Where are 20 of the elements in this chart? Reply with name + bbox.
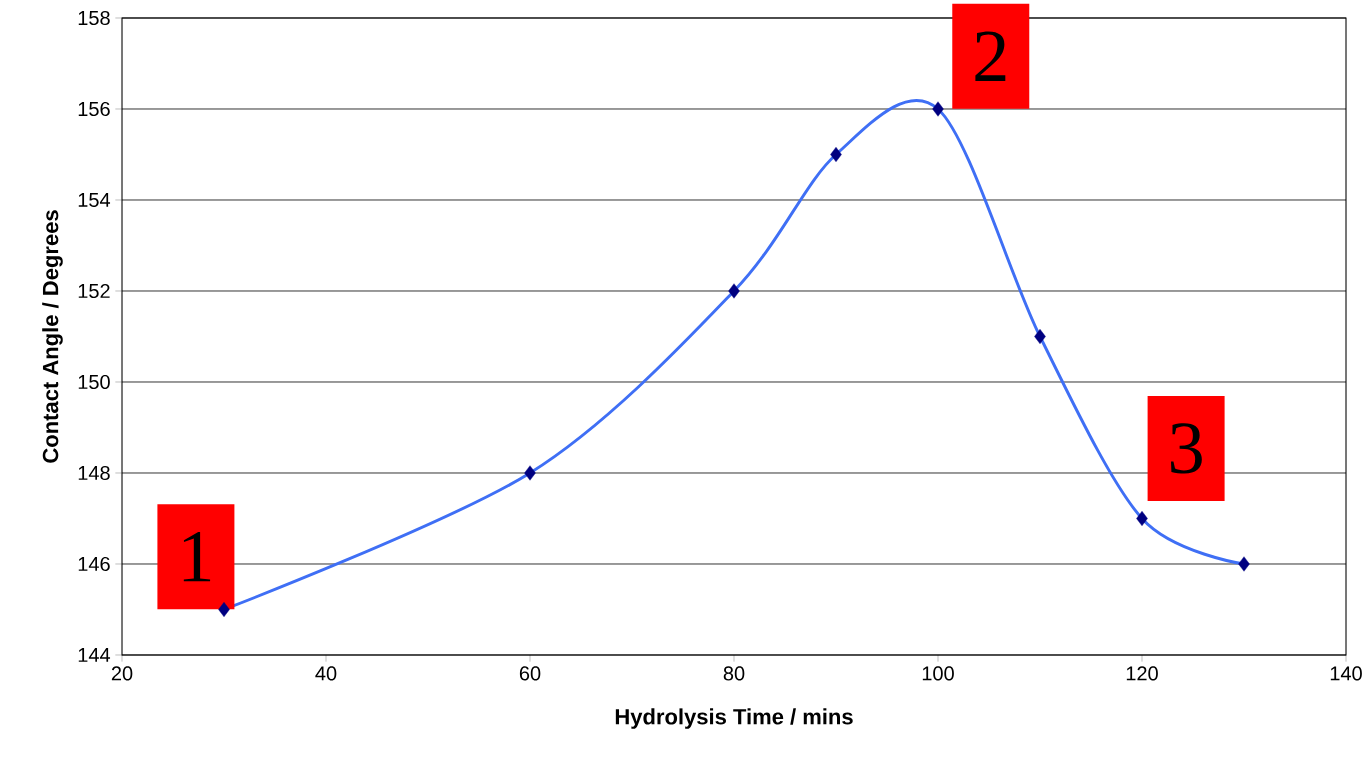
y-tick-label: 148 [78, 465, 110, 481]
x-tick-label: 40 [315, 666, 337, 681]
y-tick-label: 144 [78, 648, 111, 662]
x-tick-label: 20 [111, 666, 133, 681]
y-tick-label: 152 [78, 283, 110, 299]
y-tick-label: 156 [78, 101, 110, 117]
y-tick-label: 154 [78, 193, 111, 207]
x-tick-label: 100 [922, 666, 954, 681]
annotation: 3 [1171, 423, 1202, 474]
y-tick-label: 146 [78, 556, 110, 572]
x-tick-label: 140 [1330, 666, 1362, 681]
annotation: 1 [183, 532, 211, 582]
x-tick-label: 120 [1126, 666, 1158, 681]
x-axis-title: Hydrolysis Time / mins [615, 708, 853, 729]
y-tick-label: 158 [78, 10, 110, 26]
annotation: 2 [975, 31, 1006, 81]
y-tick-label: 150 [78, 374, 110, 390]
x-tick-label: 60 [519, 666, 541, 681]
x-tick-label: 80 [723, 666, 745, 681]
y-axis-title: Contact Angle / Degrees [42, 210, 63, 463]
